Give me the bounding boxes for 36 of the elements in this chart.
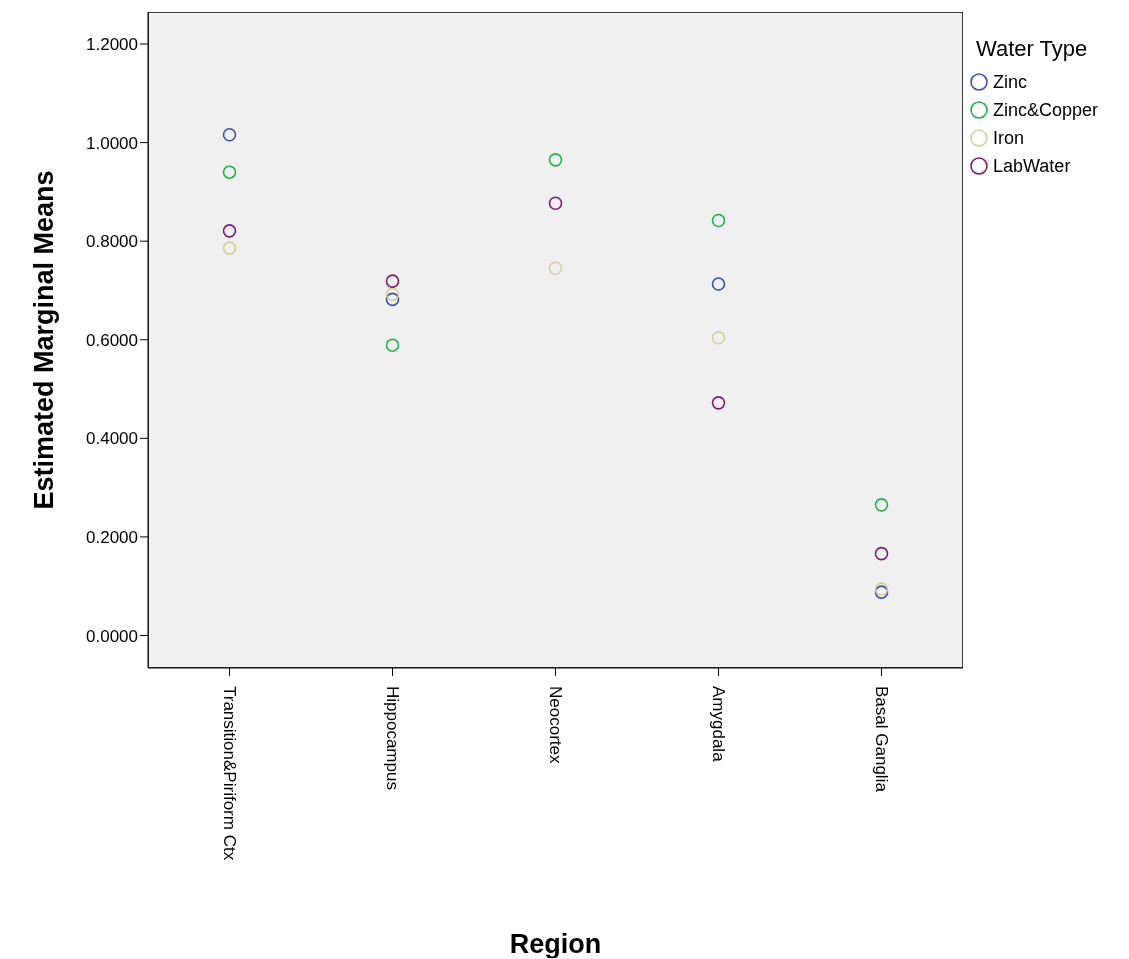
legend-title: Water Type bbox=[976, 36, 1089, 62]
y-tick-label: 1.0000 bbox=[86, 133, 138, 153]
x-axis-title: Region bbox=[509, 929, 602, 959]
point bbox=[548, 196, 563, 211]
point bbox=[222, 224, 237, 238]
y-tick-label: 0.4000 bbox=[86, 429, 138, 449]
point bbox=[548, 261, 563, 276]
point bbox=[874, 546, 889, 561]
point bbox=[385, 338, 400, 352]
x-tick-label: Neocortex bbox=[546, 686, 565, 764]
y-tick-label: 0.0000 bbox=[86, 626, 138, 646]
x-tick-label: Basal Ganglia bbox=[872, 686, 891, 793]
point bbox=[385, 292, 400, 307]
legend-label: Zinc&Copper bbox=[993, 99, 1099, 121]
point bbox=[222, 241, 237, 255]
legend-label: Zinc bbox=[993, 71, 1028, 93]
point bbox=[385, 287, 400, 302]
x-tick-label: Amygdala bbox=[709, 686, 728, 763]
y-tick-label: 0.2000 bbox=[86, 527, 138, 547]
point bbox=[711, 213, 726, 228]
x-tick-label: Transition&Piriform Ctx bbox=[220, 686, 239, 861]
legend-label: Iron bbox=[993, 127, 1025, 149]
point bbox=[222, 127, 237, 142]
point bbox=[385, 274, 400, 288]
point bbox=[874, 498, 889, 512]
y-tick-label: 1.2000 bbox=[86, 35, 138, 55]
point bbox=[711, 396, 726, 410]
point bbox=[548, 153, 563, 167]
y-tick-label: 0.6000 bbox=[86, 330, 138, 350]
point bbox=[711, 277, 726, 291]
x-tick-label: Hippocampus bbox=[383, 686, 402, 790]
point bbox=[711, 330, 726, 345]
y-tick-label: 0.8000 bbox=[86, 232, 138, 252]
y-axis-title: Estimated Marginal Means bbox=[28, 170, 59, 510]
legend-label: LabWater bbox=[993, 155, 1071, 177]
point bbox=[222, 165, 237, 179]
